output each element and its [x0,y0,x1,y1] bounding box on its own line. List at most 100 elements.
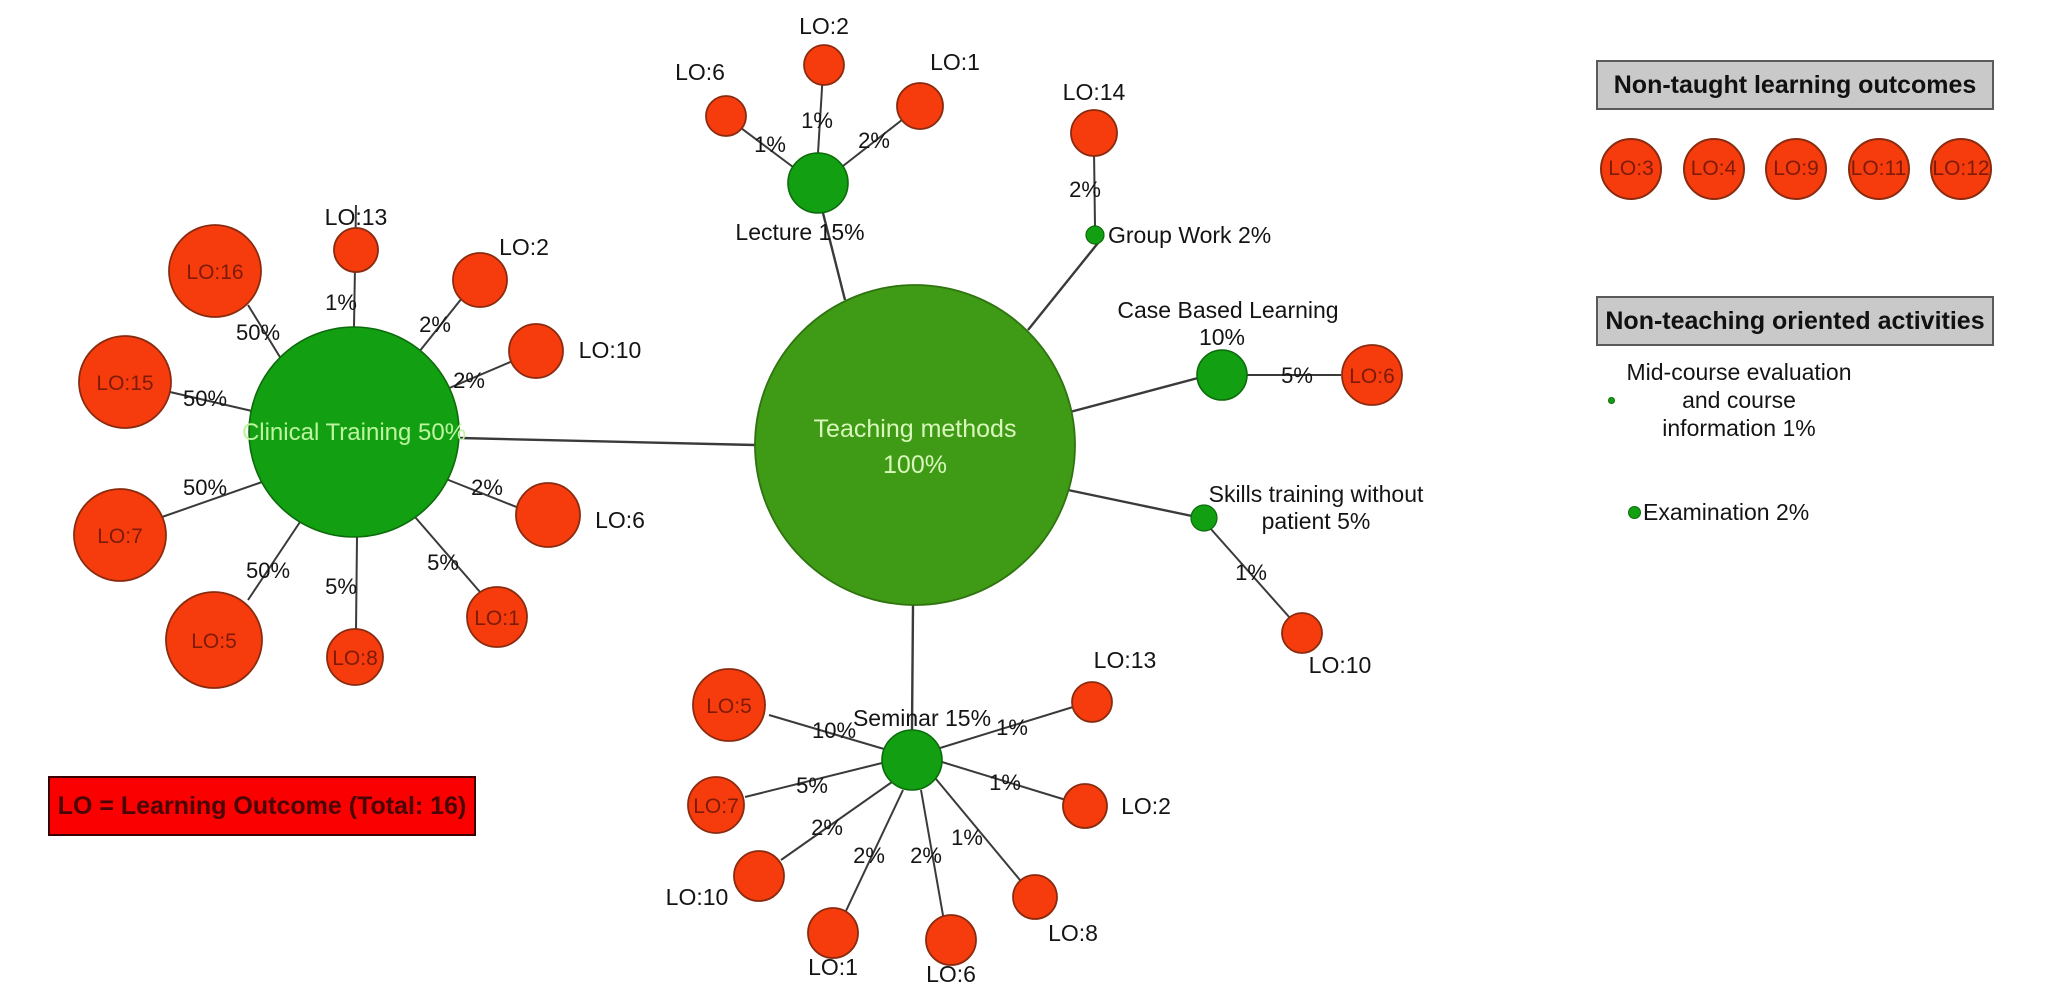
edge-clinical-lo5 [247,521,301,601]
node-lo5-seminar[interactable] [692,668,766,742]
node-lo10-skills-label: LO:10 [1309,652,1372,678]
edge-label-clinical-lo7: 50% [183,475,227,500]
edge-seminar-lo10 [780,781,893,861]
node-lo1-clinical[interactable] [466,586,528,648]
edge-teaching-groupwork [1027,242,1099,331]
edge-lecture-lo1 [842,115,908,167]
legend-lo-12[interactable]: LO:12 [1930,138,1992,200]
node-clinical-training-label: Clinical Training 50% [242,419,466,446]
legend-lo-11[interactable]: LO:11 [1847,138,1910,200]
non-taught-panel-title: Non-taught learning outcomes [1596,60,1994,110]
node-lo6-clinical[interactable] [515,482,581,548]
node-lo6-clinical-label: LO:6 [595,507,645,533]
edge-teaching-seminar [910,604,915,731]
node-case-based-learning[interactable] [1196,349,1248,401]
node-lo2-seminar[interactable] [1062,783,1108,829]
node-lo1-seminar[interactable] [807,907,859,959]
edge-clinical-lo6 [445,478,520,509]
edge-clinical-lo2 [418,292,467,353]
node-lecture[interactable] [787,152,849,214]
node-lo7-clinical-label: LO:7 [97,525,143,548]
edge-clinical-lo16 [247,304,284,363]
node-lo13-clinical[interactable] [333,227,379,273]
edge-seminar-lo8 [935,778,1021,881]
node-lo6-lecture[interactable] [705,95,747,137]
edge-label-clinical-lo6: 2% [471,475,503,500]
edge-label-clinical-lo1: 5% [427,550,459,575]
edge-teaching-casebased [1069,376,1199,414]
non-teaching-item-midcourse[interactable]: Mid-course evaluation and course informa… [1608,358,1854,442]
edge-label-skills-lo10: 1% [1235,560,1267,585]
node-lo13-seminar-label: LO:13 [1094,647,1157,673]
node-lo10-clinical[interactable] [508,323,564,379]
node-teaching-methods-label-line2: 100% [883,451,947,479]
node-lo2-clinical[interactable] [452,252,508,308]
edge-groupwork-lo14 [1093,149,1096,228]
edge-skills-lo10 [1209,527,1291,619]
node-lo2-lecture-label: LO:2 [799,13,849,39]
node-lo6-casebased[interactable] [1341,344,1403,406]
node-lo10-seminar[interactable] [733,850,785,902]
node-lo7-seminar-label: LO:7 [693,795,739,818]
node-lo15[interactable] [78,335,172,429]
legend-lo-9[interactable]: LO:9 [1765,138,1827,200]
edge-label-clinical-lo5: 50% [246,558,290,583]
cluster-seminar: Seminar 15% LO:5 10% LO:7 5% LO:10 2% LO… [666,647,1171,987]
node-lo2-lecture[interactable] [803,44,845,86]
node-lo6-casebased-label: LO:6 [1349,365,1395,388]
node-teaching-methods-label-line1: Teaching methods [814,415,1017,443]
node-lo5-seminar-label: LO:5 [706,695,752,718]
node-lo10-skills[interactable] [1281,612,1323,654]
legend-lo-3[interactable]: LO:3 [1600,138,1662,200]
node-group-work-label: Group Work 2% [1108,222,1271,248]
node-case-based-learning-label-line2: 10% [1199,324,1245,350]
node-teaching-methods[interactable] [754,284,1076,606]
edge-label-seminar-lo7: 5% [796,773,828,798]
edge-clinical-lo7 [161,481,263,518]
edge-layer [161,71,1341,922]
node-lo10-seminar-label: LO:10 [666,884,729,910]
node-lo14[interactable] [1070,109,1118,157]
node-seminar-label: Seminar 15% [853,705,991,731]
edge-label-seminar-lo1: 2% [853,843,885,868]
cluster-teaching-methods: Teaching methods 100% [754,284,1076,606]
green-dot-icon [1608,396,1615,404]
cluster-skills-training: Skills training without patient 5% LO:10… [1190,481,1424,678]
node-skills-training[interactable] [1190,504,1218,532]
node-lo16[interactable] [168,224,262,318]
edge-clinical-lo1 [414,516,481,593]
node-lo15-label: LO:15 [96,372,153,395]
edge-label-clinical-lo8: 5% [325,574,357,599]
node-lo8-clinical[interactable] [326,628,384,686]
node-lo6-seminar[interactable] [925,914,977,966]
node-lo7-seminar[interactable] [687,776,745,834]
cluster-lecture: Lecture 15% LO:6 1% LO:2 1% LO:1 2% [675,13,980,245]
edge-seminar-lo1 [844,789,904,914]
node-clinical-training[interactable] [248,326,460,538]
cluster-clinical-training: Clinical Training 50% LO:16 50% LO:15 50… [73,204,645,689]
non-teaching-item-examination[interactable]: Examination 2% [1628,498,1809,526]
legend-lo-4[interactable]: LO:4 [1682,138,1745,200]
node-lo1-lecture[interactable] [896,82,944,130]
edge-label-seminar-lo13: 1% [996,715,1028,740]
node-seminar[interactable] [881,729,943,791]
node-lo5-clinical[interactable] [165,591,263,689]
edge-seminar-lo2 [941,761,1067,801]
non-teaching-item-examination-label: Examination 2% [1643,499,1810,525]
edge-clinical-lo15 [169,391,253,412]
edge-teaching-clinical [459,436,756,447]
non-taught-lo-list: LO:3 LO:4 LO:9 LO:11 LO:12 [1600,136,1992,202]
node-lo2-clinical-label: LO:2 [499,234,549,260]
edge-label-clinical-lo10: 2% [453,368,485,393]
node-lo13-seminar[interactable] [1071,681,1113,723]
edge-label-seminar-lo8: 1% [951,825,983,850]
node-skills-training-label-line2: patient 5% [1262,508,1371,534]
node-group-work[interactable] [1085,225,1105,245]
node-lo7-clinical[interactable] [73,488,167,582]
node-lo8-seminar[interactable] [1012,874,1058,920]
edge-teaching-skills [1067,488,1193,518]
edge-label-seminar-lo6: 2% [910,843,942,868]
edge-label-lecture-lo1: 2% [858,128,890,153]
